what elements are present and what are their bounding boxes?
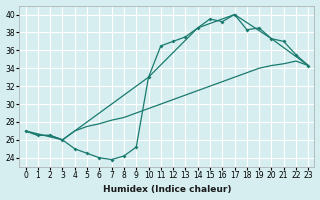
X-axis label: Humidex (Indice chaleur): Humidex (Indice chaleur) [103, 185, 231, 194]
